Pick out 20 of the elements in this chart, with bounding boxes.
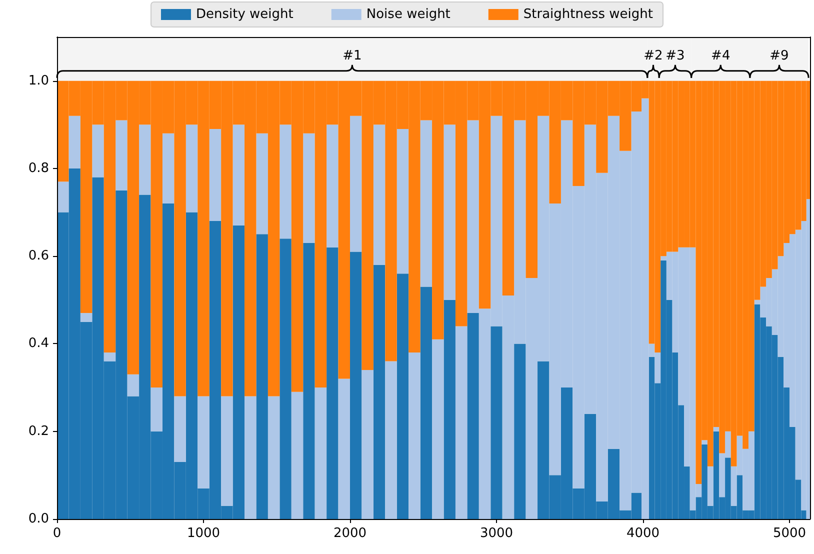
legend-label: Noise weight [366,7,450,22]
legend-label: Straightness weight [523,7,654,22]
band-label: #3 [666,48,685,64]
y-tick-label: 0.8 [28,160,49,176]
y-tick-label: 0.6 [28,248,49,264]
band-label: #4 [711,48,730,64]
y-tick-label: 0.0 [28,512,49,526]
band-label: #1 [342,48,362,64]
y-tick-label: 1.0 [28,73,49,88]
band-label: #9 [770,48,789,64]
legend-label: Density weight [196,7,294,22]
x-tick-label: 2000 [333,526,367,541]
x-tick-label: 5000 [772,526,806,541]
x-tick-label: 4000 [626,526,660,541]
x-tick-label: 3000 [480,526,514,541]
x-tick-label: 0 [52,526,62,541]
y-tick-label: 0.2 [28,424,49,439]
y-tick-label: 0.4 [28,336,49,352]
x-tick-label: 1000 [186,526,220,541]
band-label: #2 [644,48,663,64]
